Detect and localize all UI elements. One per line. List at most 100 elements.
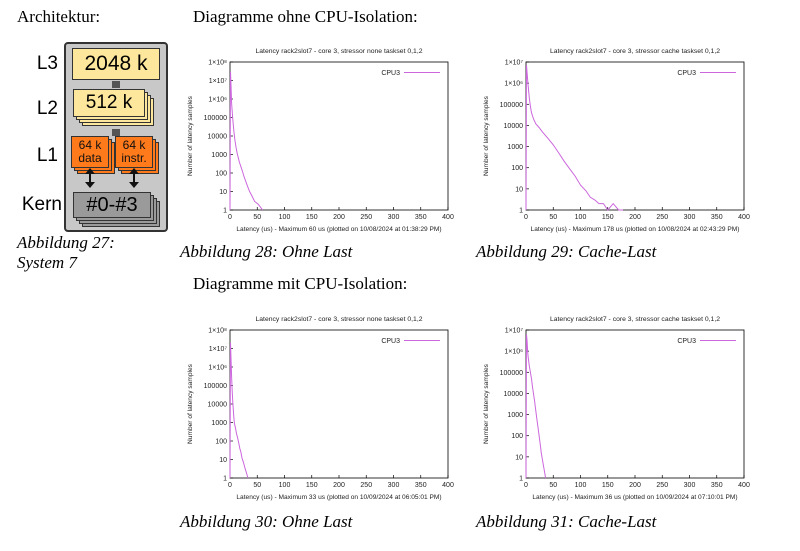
without-isolation-heading: Diagramme ohne CPU-Isolation:: [193, 7, 418, 26]
y-tick-label: 100000: [500, 102, 523, 109]
y-tick-label: 1: [223, 476, 227, 483]
arrow-up-icon: [85, 168, 95, 174]
figure-27-caption-line1: Abbildung 27:: [17, 233, 115, 252]
legend-label: CPU3: [381, 70, 400, 77]
level-label-l3: L3: [36, 53, 58, 74]
y-tick-label: 100000: [500, 370, 523, 377]
y-tick-label: 10000: [208, 402, 228, 409]
y-tick-label: 10: [515, 454, 523, 461]
figure-27-caption-line2: System 7: [17, 253, 77, 272]
chart-fig30: Latency rack2slot7 - core 3, stressor no…: [180, 310, 460, 505]
x-tick-label: 0: [524, 214, 528, 221]
x-tick-label: 100: [575, 482, 587, 489]
y-axis-label: Number of latency samples: [187, 95, 194, 176]
y-tick-label: 10000: [208, 134, 228, 141]
x-tick-label: 100: [279, 482, 291, 489]
x-tick-label: 300: [388, 214, 400, 221]
x-tick-label: 100: [279, 214, 291, 221]
x-tick-label: 300: [684, 214, 696, 221]
x-tick-label: 400: [442, 214, 454, 221]
latency-chart-svg: Latency rack2slot7 - core 3, stressor ca…: [483, 48, 750, 233]
arrow-down-icon: [129, 182, 139, 188]
figure-31-caption: Abbildung 31: Cache-Last: [476, 512, 657, 531]
level-label-core: Kern: [21, 194, 62, 215]
chart-title: Latency rack2slot7 - core 3, stressor no…: [256, 48, 423, 55]
y-tick-label: 1×10⁷: [209, 78, 228, 85]
series-line-cpu3: [229, 71, 264, 211]
legend-label: CPU3: [677, 70, 696, 77]
y-tick-label: 1: [223, 208, 227, 215]
latency-chart-svg: Latency rack2slot7 - core 3, stressor ca…: [483, 316, 750, 501]
x-tick-label: 0: [524, 482, 528, 489]
x-tick-label: 300: [388, 482, 400, 489]
y-tick-label: 1×10⁷: [505, 328, 524, 335]
plot-frame: [525, 329, 745, 479]
y-tick-label: 1000: [211, 152, 227, 159]
plot-frame: [525, 61, 745, 211]
x-tick-label: 400: [442, 482, 454, 489]
x-axis-label: Latency (us) - Maximum 36 us (plotted on…: [532, 494, 737, 501]
chart-fig29: Latency rack2slot7 - core 3, stressor ca…: [476, 42, 756, 237]
x-tick-label: 350: [711, 482, 723, 489]
l3-cache-box: 2048 k: [72, 48, 160, 80]
x-tick-label: 50: [253, 482, 261, 489]
y-tick-label: 1000: [211, 420, 227, 427]
x-tick-label: 150: [306, 482, 318, 489]
x-tick-label: 50: [253, 214, 261, 221]
y-tick-label: 1: [519, 476, 523, 483]
l1-data-core-arrow: [89, 170, 91, 184]
l1-instr-cache-box: 64 k instr.: [115, 136, 153, 168]
x-tick-label: 200: [333, 482, 345, 489]
y-tick-label: 100: [215, 171, 227, 178]
figure-27-caption: Abbildung 27: System 7: [17, 233, 115, 273]
x-axis-label: Latency (us) - Maximum 33 us (plotted on…: [236, 494, 441, 501]
l2-cache-box: 512 k: [73, 89, 145, 117]
plot-frame: [229, 61, 449, 211]
x-tick-label: 250: [656, 214, 668, 221]
x-tick-label: 300: [684, 482, 696, 489]
l1-instr-core-arrow: [133, 170, 135, 184]
y-tick-label: 1×10⁶: [504, 349, 523, 356]
core-box: #0-#3: [73, 192, 151, 218]
x-tick-label: 0: [228, 214, 232, 221]
l1-data-label: data: [78, 151, 102, 165]
x-tick-label: 50: [549, 214, 557, 221]
x-tick-label: 400: [738, 482, 750, 489]
y-axis-label: Number of latency samples: [483, 95, 490, 176]
y-tick-label: 100000: [204, 383, 227, 390]
x-tick-label: 250: [360, 214, 372, 221]
y-axis-label: Number of latency samples: [483, 363, 490, 444]
x-tick-label: 250: [360, 482, 372, 489]
legend-label: CPU3: [677, 338, 696, 345]
l1-data-size: 64 k: [78, 138, 102, 152]
x-tick-label: 350: [711, 214, 723, 221]
x-tick-label: 150: [602, 482, 614, 489]
chart-title: Latency rack2slot7 - core 3, stressor no…: [256, 316, 423, 323]
series-line-cpu3: [229, 342, 249, 479]
l1-data-cache-box: 64 k data: [71, 136, 109, 168]
architecture-heading: Architektur:: [17, 7, 101, 26]
x-tick-label: 350: [415, 214, 427, 221]
x-tick-label: 200: [629, 482, 641, 489]
x-tick-label: 150: [306, 214, 318, 221]
x-tick-label: 350: [415, 482, 427, 489]
figure-30-caption: Abbildung 30: Ohne Last: [180, 512, 353, 531]
x-axis-label: Latency (us) - Maximum 60 us (plotted on…: [236, 226, 441, 233]
level-label-l2: L2: [36, 98, 58, 119]
figure-28-caption: Abbildung 28: Ohne Last: [180, 242, 353, 261]
y-tick-label: 1: [519, 208, 523, 215]
y-tick-label: 10000: [504, 123, 524, 130]
x-tick-label: 200: [333, 214, 345, 221]
x-tick-label: 0: [228, 482, 232, 489]
l1-instr-size: 64 k: [122, 138, 146, 152]
y-tick-label: 1×10⁶: [208, 97, 227, 104]
series-line-cpu3: [525, 334, 547, 479]
y-tick-label: 1×10⁷: [505, 60, 524, 67]
y-tick-label: 10000: [504, 391, 524, 398]
y-tick-label: 100: [215, 439, 227, 446]
y-tick-label: 1000: [507, 144, 523, 151]
plot-frame: [229, 329, 449, 479]
y-tick-label: 1×10⁶: [504, 81, 523, 88]
x-tick-label: 250: [656, 482, 668, 489]
l1-instr-label: instr.: [121, 151, 147, 165]
